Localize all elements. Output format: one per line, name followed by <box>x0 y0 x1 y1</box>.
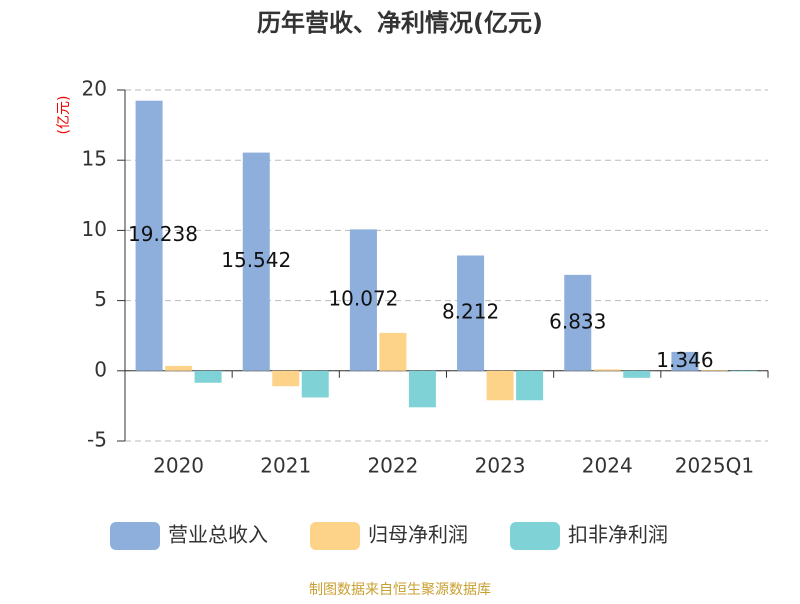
bar <box>486 370 514 401</box>
bar <box>593 369 621 371</box>
x-tick-label: 2023 <box>475 454 526 478</box>
data-label: 10.072 <box>328 287 398 311</box>
legend-swatch <box>310 522 360 550</box>
bar <box>623 370 651 378</box>
x-tick-label: 2020 <box>153 454 204 478</box>
legend-swatch <box>110 522 160 550</box>
bar <box>349 229 377 371</box>
y-tick-label: 0 <box>94 357 107 381</box>
bar <box>301 370 329 398</box>
data-label: 6.833 <box>549 309 606 333</box>
legend-label: 归母净利润 <box>368 523 468 547</box>
data-label: 1.346 <box>656 348 713 372</box>
bar <box>272 370 300 387</box>
source-note: 制图数据来自恒生聚源数据库 <box>309 582 491 598</box>
legend-label: 营业总收入 <box>168 523 268 547</box>
y-axis-label: (亿元) <box>56 96 72 135</box>
x-tick-label: 2021 <box>260 454 311 478</box>
bar <box>457 255 485 371</box>
bar <box>671 351 699 371</box>
bar <box>194 370 222 383</box>
bar <box>408 370 436 408</box>
data-label: 15.542 <box>221 248 291 272</box>
x-tick-label: 2024 <box>582 454 633 478</box>
y-tick-label: -5 <box>87 428 107 452</box>
bar <box>242 152 270 371</box>
y-tick-label: 15 <box>82 147 107 171</box>
bar <box>165 365 193 371</box>
x-tick-label: 2022 <box>367 454 418 478</box>
bar <box>730 370 758 372</box>
y-tick-label: 10 <box>82 217 107 241</box>
x-tick-label: 2025Q1 <box>675 454 754 478</box>
data-label: 19.238 <box>128 222 198 246</box>
y-tick-label: 5 <box>94 287 107 311</box>
bar <box>564 274 592 371</box>
data-label: 8.212 <box>442 300 499 324</box>
y-tick-label: 20 <box>82 77 107 101</box>
chart-title: 历年营收、净利情况(亿元) <box>257 9 543 37</box>
bar <box>700 370 728 371</box>
bar <box>135 100 163 371</box>
legend-swatch <box>510 522 560 550</box>
bar <box>379 332 407 371</box>
legend-label: 扣非净利润 <box>568 523 668 547</box>
bar <box>516 370 544 401</box>
